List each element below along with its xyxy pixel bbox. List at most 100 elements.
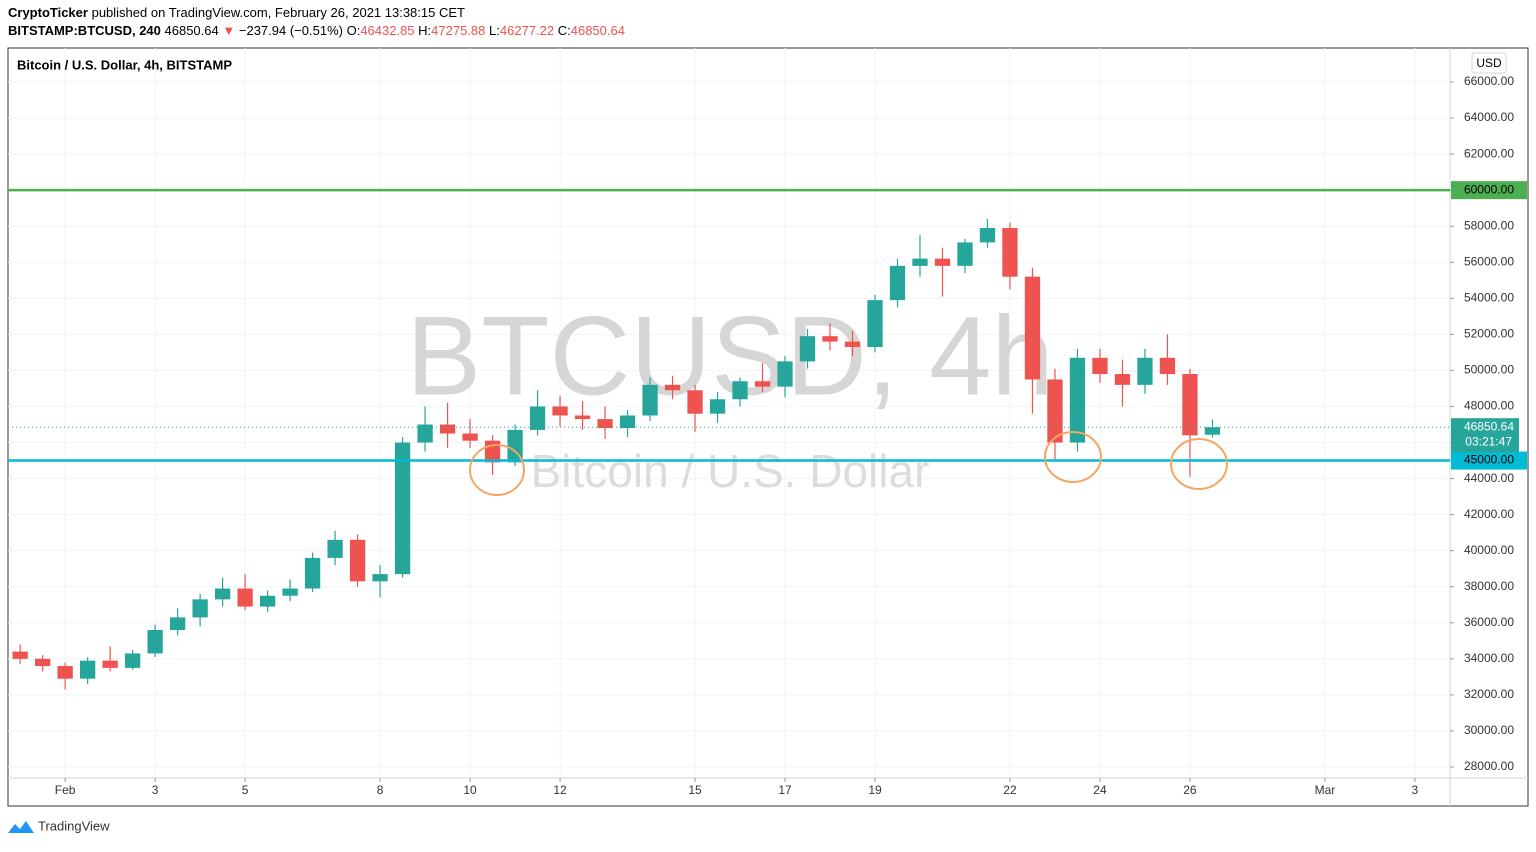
y-tick-label: 48000.00: [1464, 399, 1514, 413]
candle-body: [34, 658, 51, 667]
current-price-tag: [1451, 418, 1519, 453]
l-key: L:: [489, 23, 500, 38]
candle-body: [1159, 357, 1176, 375]
last-price: 46850.64: [165, 23, 219, 38]
x-tick-label: 15: [688, 783, 702, 797]
x-tick-label: 26: [1183, 783, 1197, 797]
candle-body: [12, 651, 28, 659]
y-tick-label: 40000.00: [1464, 543, 1514, 557]
highlight-circle: [469, 444, 525, 496]
candle-body: [394, 442, 411, 575]
brand-logo: [8, 821, 34, 833]
y-tick-label: 62000.00: [1464, 146, 1514, 160]
candle-body: [1182, 374, 1198, 436]
candle-body: [259, 595, 276, 607]
x-tick-label: 5: [242, 783, 249, 797]
logo-icon: [8, 821, 34, 833]
candle-body: [597, 419, 613, 429]
candle-body: [687, 390, 703, 414]
c-value: 46850.64: [571, 23, 625, 38]
x-tick-label: 3: [152, 783, 159, 797]
candle-body: [214, 588, 231, 600]
price-tag-label: 60000.00: [1464, 182, 1514, 196]
candle-body: [664, 384, 681, 391]
y-tick-label: 32000.00: [1464, 687, 1514, 701]
y-tick-label: 30000.00: [1464, 723, 1514, 737]
candle-body: [327, 539, 343, 558]
chart-title: Bitcoin / U.S. Dollar, 4h, BITSTAMP: [17, 57, 232, 72]
candle-body: [754, 381, 771, 387]
candle-body: [732, 381, 748, 400]
y-tick-label: 50000.00: [1464, 363, 1514, 377]
candle-body: [552, 406, 568, 416]
y-tick-label: 28000.00: [1464, 759, 1514, 773]
c-key: C:: [558, 23, 571, 38]
x-tick-label: 12: [553, 783, 567, 797]
candle-body: [462, 433, 478, 441]
symbol: BITSTAMP:BTCUSD, 240: [8, 23, 161, 38]
candle-body: [934, 258, 951, 266]
published: published on TradingView.com, February 2…: [92, 5, 465, 20]
y-tick-label: 34000.00: [1464, 651, 1514, 665]
y-tick-label: 64000.00: [1464, 110, 1514, 124]
candle-body: [237, 588, 253, 607]
candle-body: [1047, 379, 1063, 443]
candle-body: [844, 341, 861, 347]
y-tick-label: 42000.00: [1464, 507, 1514, 521]
y-tick-label: 36000.00: [1464, 615, 1514, 629]
x-tick-label: Feb: [55, 783, 76, 797]
h-value: 47275.88: [431, 23, 485, 38]
author: CryptoTicker: [8, 5, 88, 20]
symbol-line: BITSTAMP:BTCUSD, 240 46850.64 ▼ −237.94 …: [8, 23, 625, 38]
watermark: BTCUSD, 4h: [406, 294, 1053, 419]
candle-body: [417, 424, 433, 443]
x-tick-label: 19: [868, 783, 882, 797]
candle-body: [1069, 357, 1086, 443]
price-tag-label: 45000.00: [1464, 453, 1514, 467]
countdown: 03:21:47: [1465, 434, 1512, 448]
candle-body: [57, 666, 73, 679]
y-tick-label: 58000.00: [1464, 218, 1514, 232]
candle-body: [1137, 357, 1153, 385]
y-tick-label: 52000.00: [1464, 327, 1514, 341]
candle-body: [282, 588, 298, 596]
candle-body: [957, 242, 973, 266]
down-arrow: ▼: [222, 23, 235, 38]
o-value: 46432.85: [360, 23, 414, 38]
candle-body: [867, 300, 883, 347]
candle-body: [372, 574, 388, 582]
candle-body: [1114, 374, 1131, 385]
x-tick-label: 22: [1003, 783, 1017, 797]
currency-box: [1471, 52, 1507, 74]
y-tick-label: 38000.00: [1464, 579, 1514, 593]
o-key: O:: [347, 23, 361, 38]
candle-body: [889, 265, 906, 301]
candle-body: [709, 399, 726, 414]
candle-body: [192, 599, 208, 618]
candle-body: [529, 406, 546, 430]
x-tick-label: 3: [1412, 783, 1419, 797]
candle-body: [147, 630, 163, 654]
x-tick-label: 17: [778, 783, 792, 797]
highlight-circle: [1044, 431, 1102, 483]
brand: TradingView: [38, 818, 110, 833]
candle-body: [124, 653, 141, 668]
x-tick-label: 10: [463, 783, 477, 797]
x-tick-label: 24: [1093, 783, 1107, 797]
candle-body: [1002, 228, 1018, 277]
candle-body: [102, 660, 118, 668]
x-tick-label: 8: [377, 783, 384, 797]
candle-body: [304, 557, 321, 589]
current-price-label: 46850.64: [1464, 419, 1514, 433]
y-tick-label: 66000.00: [1464, 74, 1514, 88]
price-tag: [1451, 451, 1527, 470]
candle-body: [912, 258, 928, 266]
watermark-subtitle: Bitcoin / U.S. Dollar: [531, 445, 930, 497]
candle-body: [799, 336, 816, 362]
y-tick-label: 56000.00: [1464, 254, 1514, 268]
h-key: H:: [418, 23, 431, 38]
highlight-circle: [1170, 438, 1228, 490]
candle-body: [777, 361, 793, 387]
